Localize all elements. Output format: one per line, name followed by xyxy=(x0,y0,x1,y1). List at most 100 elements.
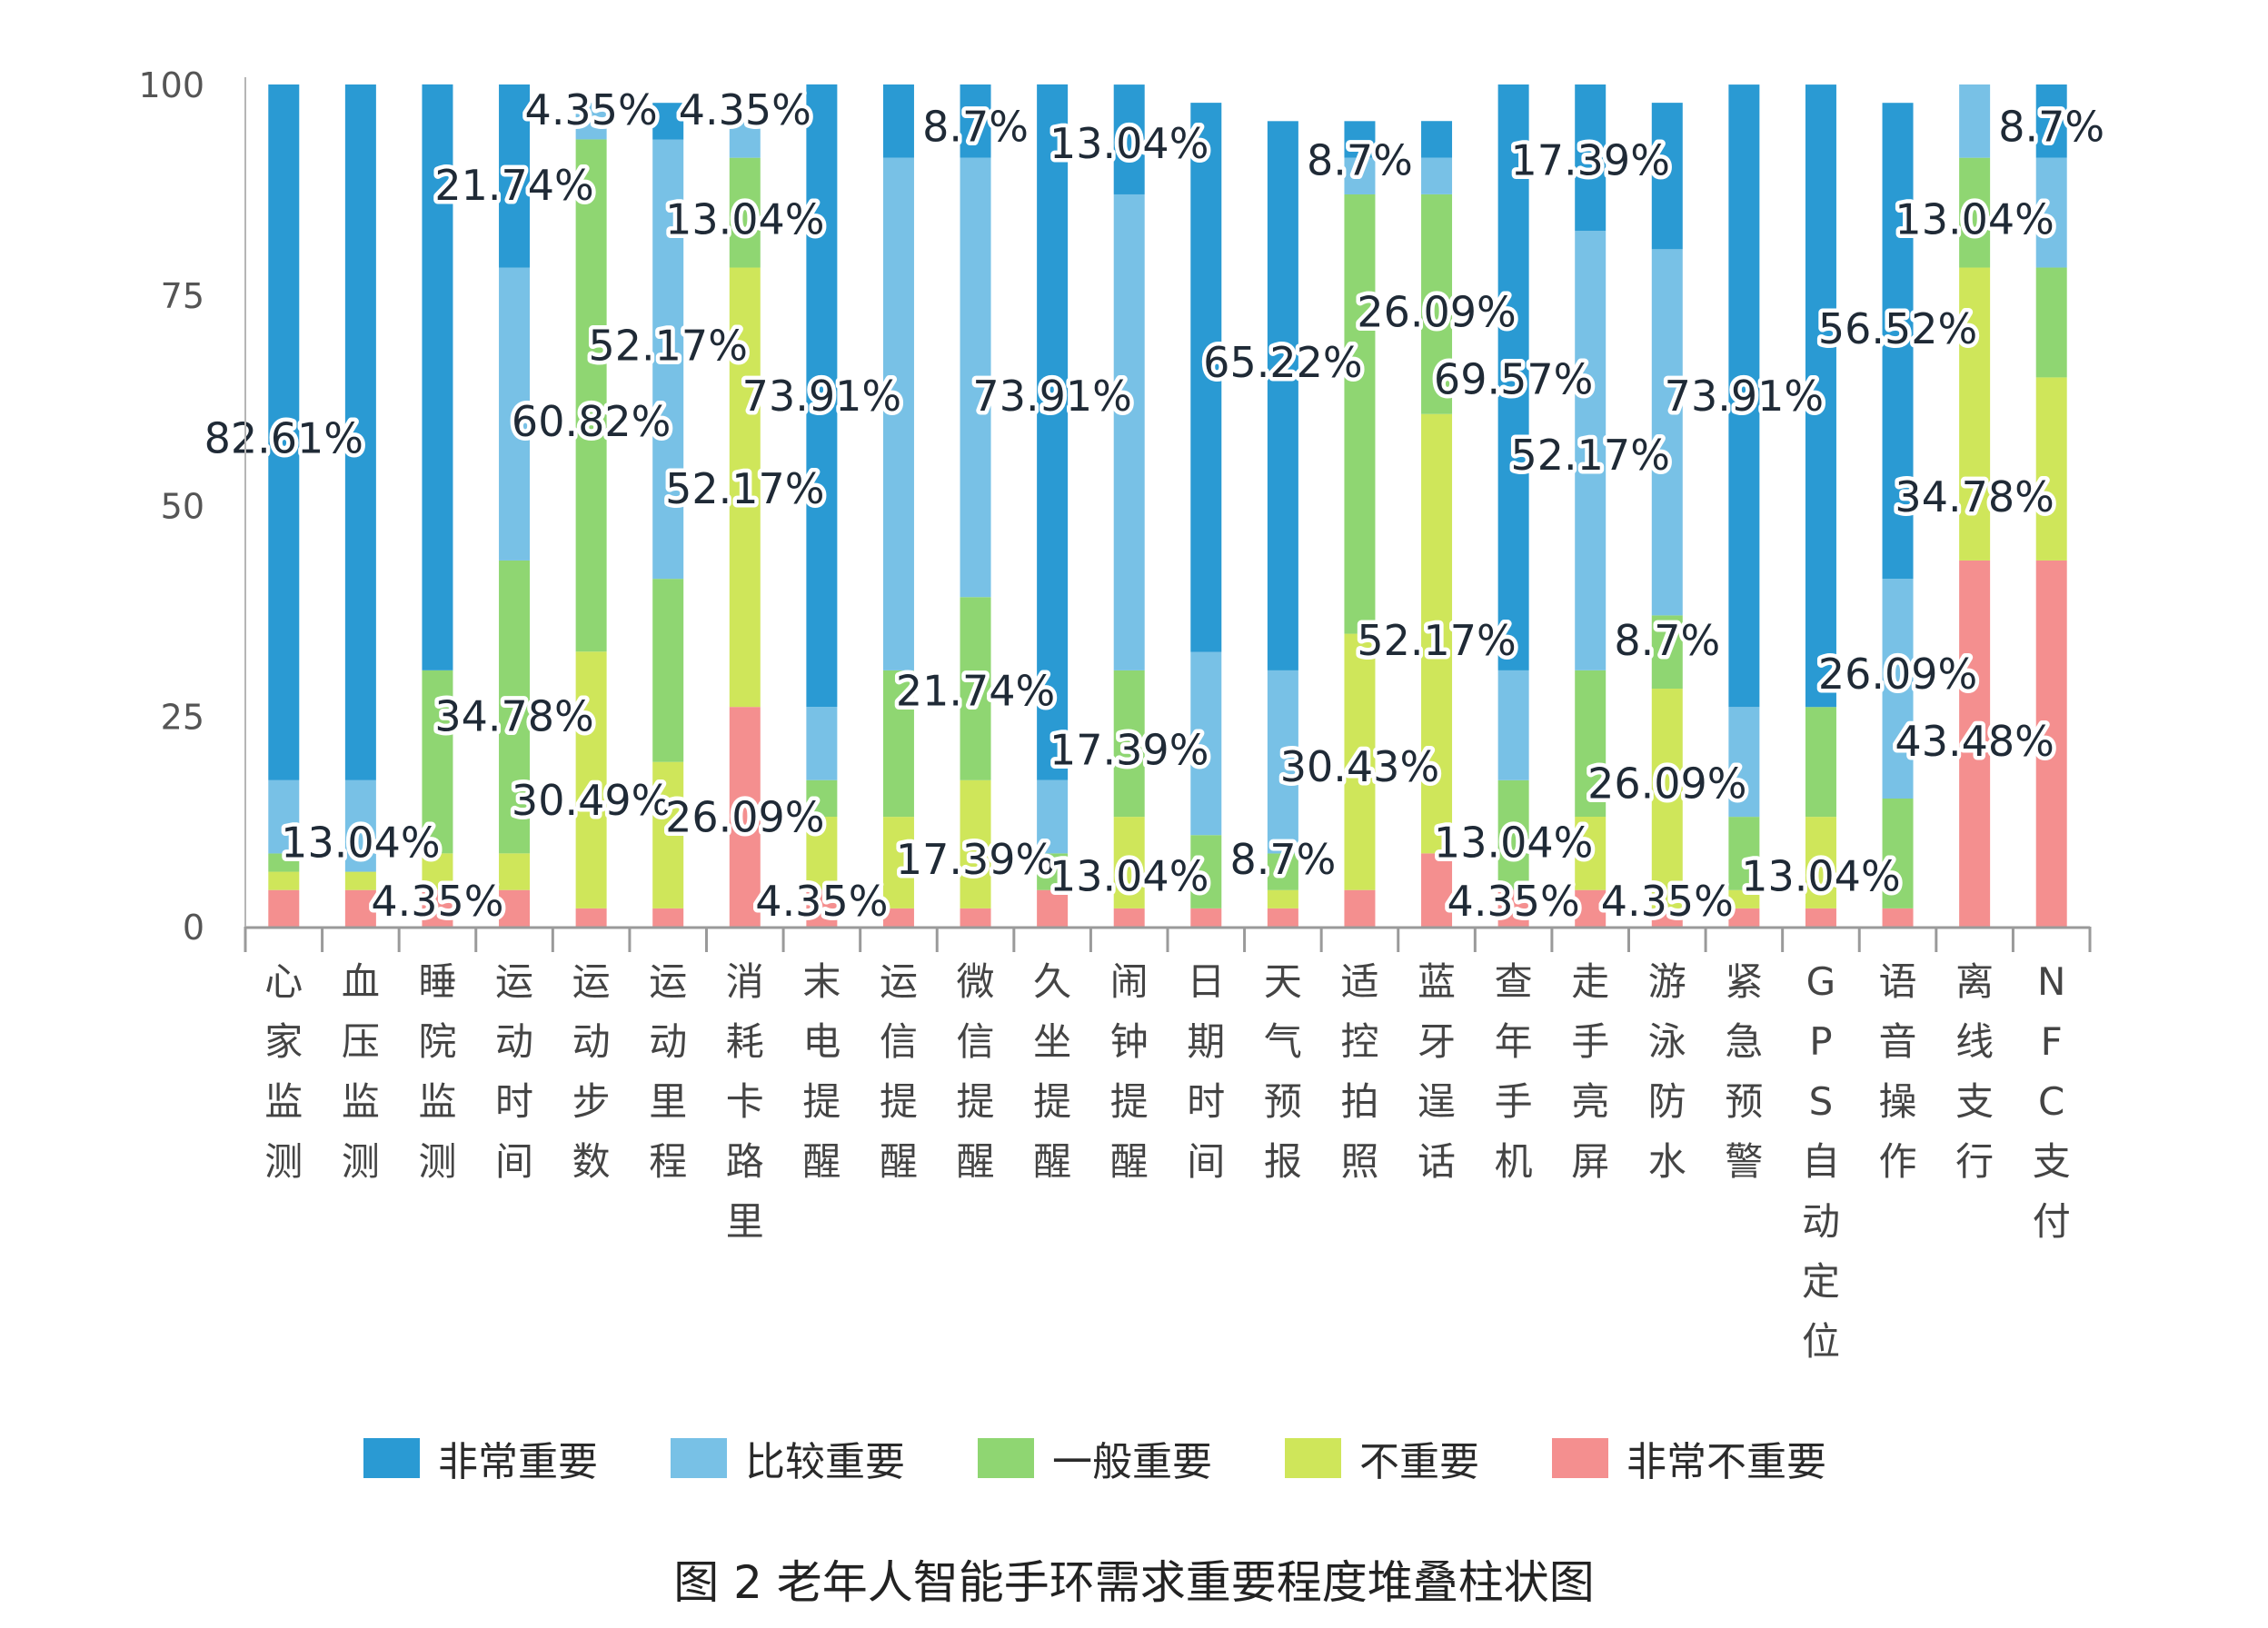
bar-segment xyxy=(960,597,991,780)
bar-segment xyxy=(1267,908,1298,927)
data-label: 60.82% xyxy=(512,397,671,446)
data-label: 30.49% xyxy=(512,776,671,825)
x-tick-label: 微信提醒 xyxy=(957,959,995,1184)
data-label: 65.22% xyxy=(1203,338,1362,387)
bar-segment xyxy=(960,157,991,598)
bar-segment xyxy=(882,908,914,927)
bar-segment xyxy=(575,908,607,927)
data-label: 4.35% xyxy=(1447,877,1580,926)
x-tick-label: 末电提醒 xyxy=(802,959,841,1184)
x-tick-label: 运动时间 xyxy=(495,959,533,1184)
y-tick-label: 100 xyxy=(138,65,204,105)
bar-segment xyxy=(1728,908,1760,927)
bar-segment xyxy=(960,779,991,908)
legend-swatch-neutral xyxy=(978,1438,1034,1478)
bar-segment xyxy=(1959,560,1991,927)
bar-segment xyxy=(1344,157,1376,194)
bar-segment xyxy=(1882,579,1914,799)
bar-segment xyxy=(1190,835,1222,908)
bar-segment xyxy=(729,121,761,158)
x-tick-label: 久坐提醒 xyxy=(1033,959,1071,1184)
data-label: 73.91% xyxy=(1665,372,1824,421)
bar-segment xyxy=(1651,615,1683,690)
bar-segment xyxy=(1113,194,1145,670)
data-label: 4.35% xyxy=(525,85,658,134)
data-label: 17.39% xyxy=(896,835,1055,884)
bar-segment xyxy=(1113,84,1145,194)
bar-segment xyxy=(268,853,300,872)
x-tick-label: 血压监测 xyxy=(342,959,380,1184)
legend-item: 非常不重要 xyxy=(1552,1429,1826,1487)
data-label: 43.48% xyxy=(1895,717,2054,766)
bar-segment xyxy=(652,139,684,580)
bar-segment xyxy=(882,84,914,158)
data-label: 56.52% xyxy=(1818,304,1977,353)
bar-segment xyxy=(882,670,914,818)
data-label: 52.17% xyxy=(665,464,824,513)
bar-segment xyxy=(2035,267,2067,378)
bar-segment xyxy=(344,84,376,780)
data-label: 69.57% xyxy=(1434,354,1593,403)
y-tick-label: 75 xyxy=(161,276,204,316)
data-label: 30.43% xyxy=(1280,742,1439,791)
bar-segment xyxy=(1344,121,1376,158)
bar-segment xyxy=(1575,817,1606,890)
bar-segment xyxy=(1959,267,1991,561)
bar-segment xyxy=(499,889,531,927)
bar-segment xyxy=(806,84,838,708)
bar-segment xyxy=(1190,103,1222,652)
bar-segment xyxy=(1037,84,1069,780)
bar-segment xyxy=(422,853,453,890)
bar-segment xyxy=(1959,84,1991,158)
bar-segment xyxy=(2035,560,2067,927)
bar-segment xyxy=(652,103,684,140)
bar-segment xyxy=(1882,799,1914,908)
data-label: 13.04% xyxy=(1049,119,1209,168)
legend-label: 不重要 xyxy=(1359,1439,1479,1485)
data-label: 52.17% xyxy=(589,321,748,370)
bar-segment xyxy=(806,817,838,890)
legend-label: 非常重要 xyxy=(438,1439,598,1485)
bar-segment xyxy=(268,889,300,927)
data-label: 8.7% xyxy=(922,102,1029,151)
y-tick-label: 0 xyxy=(183,908,204,948)
bar-segment xyxy=(1037,889,1069,927)
bar-segment xyxy=(344,871,376,890)
bar-segment xyxy=(499,267,531,561)
legend-swatch-very-important xyxy=(363,1438,420,1478)
bar-segment xyxy=(1728,817,1760,890)
bar-segment xyxy=(1882,908,1914,927)
bar-segment xyxy=(806,779,838,818)
x-tick-label: 消耗卡路里 xyxy=(726,959,764,1244)
x-tick-label: 运动里程 xyxy=(649,959,687,1184)
bar-segment xyxy=(1421,413,1453,854)
x-tick-label: 游泳防水 xyxy=(1648,959,1686,1184)
bar-segment xyxy=(960,908,991,927)
data-label: 13.04% xyxy=(1895,194,2054,243)
y-tick-label: 25 xyxy=(161,697,204,737)
legend: 非常重要 比较重要 一般重要 不重要 非常不重要 xyxy=(363,1426,1908,1490)
data-label-layer: 82.61%13.04%4.35%21.74%34.78%4.35%60.82%… xyxy=(200,81,2109,929)
x-tick-label: 日期时间 xyxy=(1187,959,1225,1184)
legend-item: 非常重要 xyxy=(363,1429,598,1487)
legend-swatch-unimportant xyxy=(1285,1438,1341,1478)
bar-segment xyxy=(960,84,991,158)
bar-segment xyxy=(729,707,761,927)
data-label: 4.35% xyxy=(371,877,503,926)
bar-plot-area xyxy=(268,84,2067,927)
bar-segment xyxy=(344,889,376,927)
bar-segment xyxy=(806,707,838,780)
data-label: 52.17% xyxy=(1357,616,1516,665)
data-label: 73.91% xyxy=(972,372,1131,421)
bar-segment xyxy=(806,889,838,927)
bar-segment xyxy=(575,651,607,908)
bar-segment xyxy=(652,579,684,762)
bar-segment xyxy=(1267,889,1298,908)
bar-segment xyxy=(1344,889,1376,927)
bar-segment xyxy=(1882,103,1914,580)
bar-segment xyxy=(1805,84,1836,708)
bar-segment xyxy=(422,84,453,670)
bar-segment xyxy=(1113,908,1145,927)
